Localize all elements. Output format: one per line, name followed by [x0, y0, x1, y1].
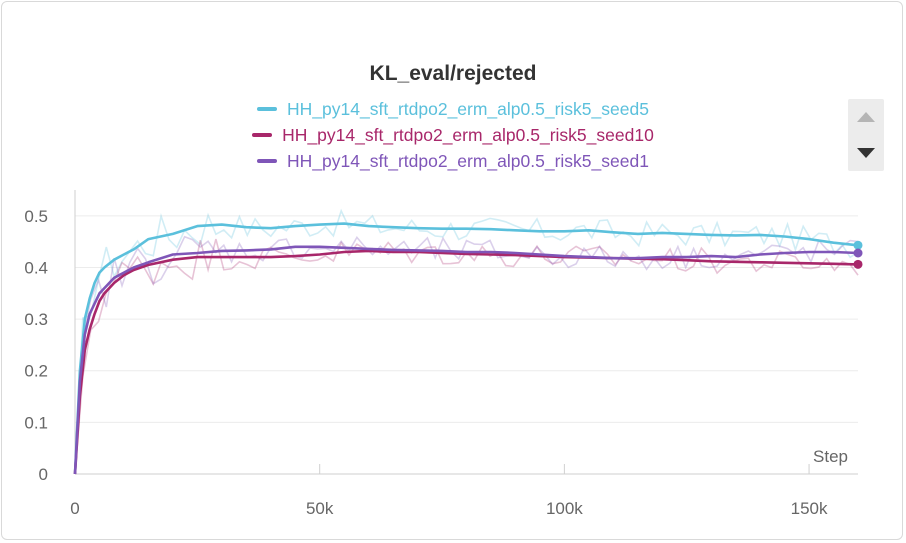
- legend-item-seed5[interactable]: HH_py14_sft_rtdpo2_erm_alp0.5_risk5_seed…: [0, 96, 906, 122]
- legend-swatch-seed1: [257, 159, 278, 163]
- legend-item-seed1[interactable]: HH_py14_sft_rtdpo2_erm_alp0.5_risk5_seed…: [0, 148, 906, 174]
- series-end-marker[interactable]: [853, 259, 863, 269]
- axes: [74, 190, 858, 475]
- legend-label-seed10: HH_py14_sft_rtdpo2_erm_alp0.5_risk5_seed…: [282, 124, 654, 145]
- y-tick-label: 0.4: [24, 258, 48, 277]
- tick-labels: 0 0.1 0.2 0.3 0.4 0.5 0 50k 100k 150k: [24, 207, 828, 518]
- smoothed-series-layer: [73, 222, 863, 475]
- triangle-up-icon[interactable]: [857, 112, 875, 122]
- legend-scroll-control: [848, 99, 884, 171]
- series-line[interactable]: [73, 222, 859, 475]
- triangle-down-icon[interactable]: [857, 148, 875, 158]
- legend-swatch-seed5: [257, 107, 278, 111]
- x-tick-label: 0: [70, 499, 79, 518]
- raw-series-line: [74, 238, 859, 475]
- x-axis-label: Step: [813, 447, 848, 466]
- chart-title: KL_eval/rejected: [369, 62, 537, 85]
- legend-label-seed1: HH_py14_sft_rtdpo2_erm_alp0.5_risk5_seed…: [287, 150, 649, 171]
- x-tick-label: 100k: [546, 499, 583, 518]
- legend-item-seed10[interactable]: HH_py14_sft_rtdpo2_erm_alp0.5_risk5_seed…: [0, 122, 906, 148]
- series-end-marker[interactable]: [853, 248, 863, 258]
- series-end-marker[interactable]: [853, 240, 863, 250]
- y-tick-label: 0.2: [24, 362, 48, 381]
- y-tick-label: 0.5: [24, 207, 48, 226]
- legend-swatch-seed10: [252, 133, 273, 137]
- series-line[interactable]: [73, 245, 859, 475]
- legend: HH_py14_sft_rtdpo2_erm_alp0.5_risk5_seed…: [0, 96, 906, 174]
- y-tick-label: 0: [39, 465, 48, 484]
- raw-series-line: [74, 235, 859, 475]
- x-tick-label: 150k: [791, 499, 828, 518]
- y-tick-label: 0.1: [24, 413, 48, 432]
- series-line[interactable]: [73, 249, 859, 475]
- y-tick-label: 0.3: [24, 310, 48, 329]
- raw-series-layer: [74, 208, 859, 475]
- legend-label-seed5: HH_py14_sft_rtdpo2_erm_alp0.5_risk5_seed…: [287, 98, 649, 119]
- raw-series-line: [74, 208, 859, 475]
- x-tick-label: 50k: [306, 499, 334, 518]
